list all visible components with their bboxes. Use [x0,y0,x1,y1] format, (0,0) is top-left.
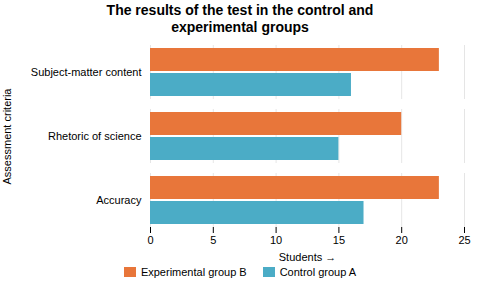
svg-text:0: 0 [147,234,153,246]
svg-text:15: 15 [333,234,345,246]
svg-text:25: 25 [458,234,470,246]
html-text:Experimental group B: Experimental group B [140,266,247,278]
html-text:The results of the test in the: The results of the test in the control a… [106,2,374,35]
svg-text:Assessment criteria: Assessment criteria [1,88,13,185]
svg-text:20: 20 [396,234,408,246]
svg-text:Rhetoric of science: Rhetoric of science [48,130,142,142]
svg-text:Students →: Students → [279,251,336,263]
svg-text:Subject-matter content: Subject-matter content [31,66,142,78]
svg-text:5: 5 [210,234,216,246]
svg-text:10: 10 [270,234,282,246]
html-text:Control group A: Control group A [279,266,357,278]
svg-text:Accuracy: Accuracy [96,194,142,206]
